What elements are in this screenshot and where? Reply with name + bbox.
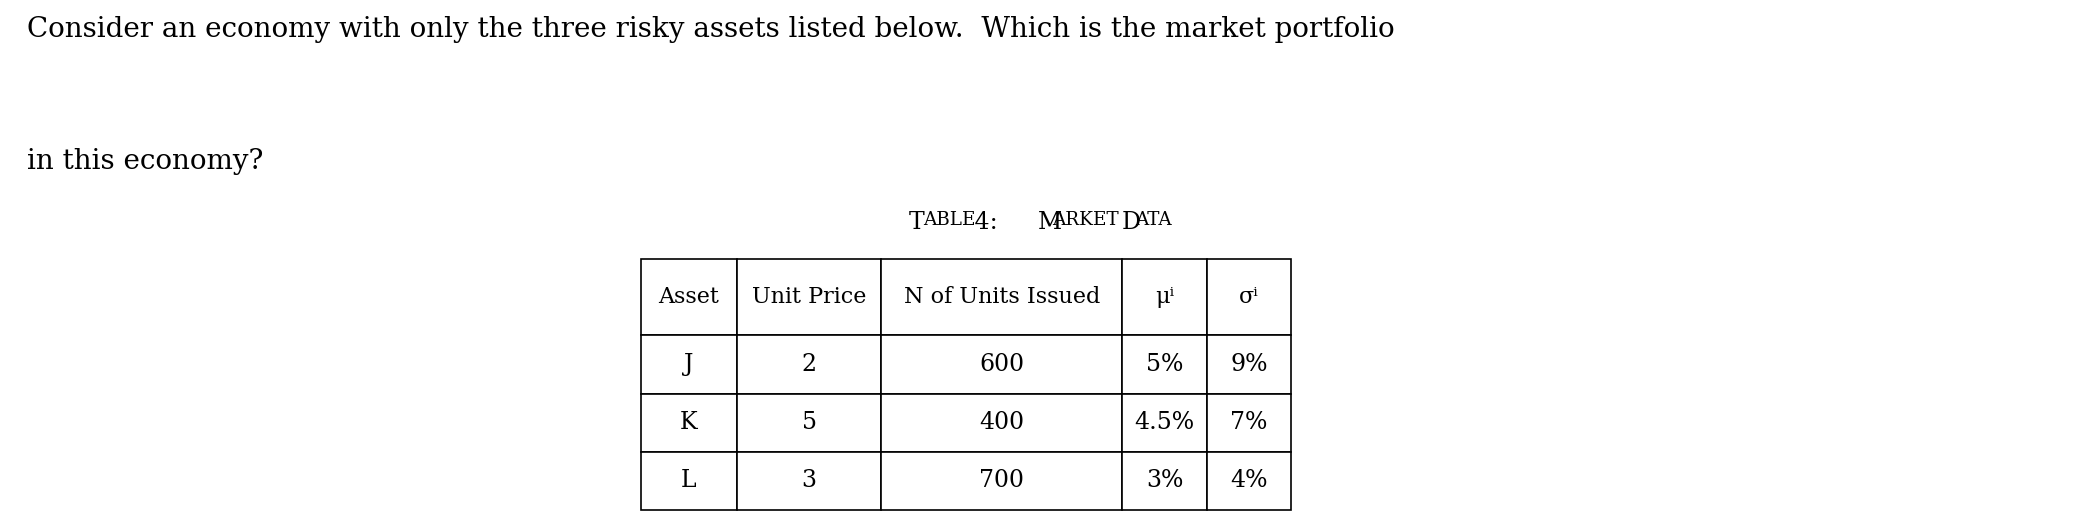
Text: 4:: 4: — [966, 211, 1011, 234]
Text: ABLE: ABLE — [922, 211, 974, 229]
Text: ARKET: ARKET — [1051, 211, 1117, 229]
Text: ATA: ATA — [1136, 211, 1171, 229]
Text: D: D — [1122, 211, 1140, 234]
Text: M: M — [1038, 211, 1061, 234]
Text: in this economy?: in this economy? — [27, 148, 264, 174]
Text: Consider an economy with only the three risky assets listed below.  Which is the: Consider an economy with only the three … — [27, 16, 1394, 43]
Text: T: T — [908, 211, 924, 234]
